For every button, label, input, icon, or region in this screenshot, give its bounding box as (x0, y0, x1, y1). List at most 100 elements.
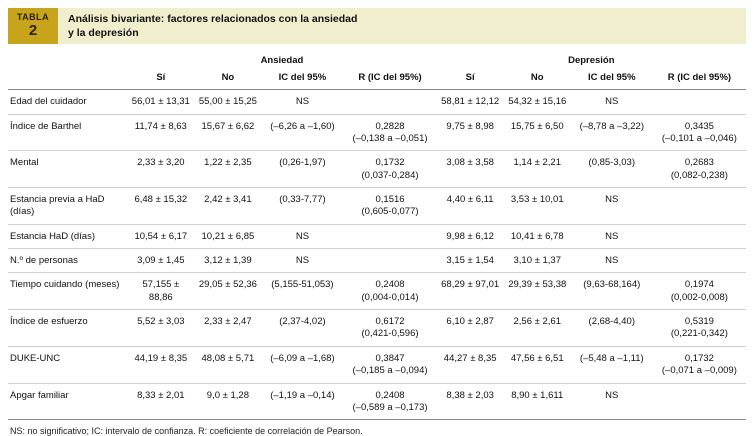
table-cell: 0,3847 (–0,185 a –0,094) (343, 346, 437, 384)
table-cell: 0,1516 (0,605-0,077) (343, 187, 437, 225)
column-header-si-depresion: Sí (436, 67, 504, 91)
table-cell: (–8,78 a –3,22) (570, 114, 653, 152)
column-header-r-depresion: R (IC del 95%) (652, 67, 746, 91)
table-cell: 0,2683 (0,082-0,238) (652, 150, 746, 189)
row-label: Índice de esfuerzo (8, 309, 128, 347)
table-cell: 0,6172 (0,421-0,596) (343, 309, 437, 347)
table-cell: (–5,48 a –1,11) (570, 346, 653, 384)
table-cell: 0,1732 (0,037-0,284) (343, 150, 437, 189)
table-cell: 11,74 ± 8,63 (127, 114, 195, 152)
column-header-si-ansiedad: Sí (127, 67, 195, 91)
table-cell: 1,22 ± 2,35 (194, 150, 262, 189)
table-cell: 2,42 ± 3,41 (194, 187, 262, 225)
table-cell: (9,63-68,164) (570, 272, 653, 311)
row-label: Estancia previa a HaD (días) (8, 187, 128, 225)
table-cell: 10,21 ± 6,85 (194, 224, 262, 250)
group-header-spacer (8, 47, 127, 67)
table-cell: 44,27 ± 8,35 (436, 346, 504, 384)
table-cell: NS (261, 248, 344, 274)
group-header-row: Ansiedad Depresión (8, 47, 746, 67)
table-cell: 58,81 ± 12,12 (436, 89, 504, 115)
table-cell (652, 89, 746, 115)
table-cell: 2,56 ± 2,61 (503, 309, 571, 347)
table-cell: 3,15 ± 1,54 (436, 248, 504, 274)
column-header-ic-ansiedad: IC del 95% (261, 67, 344, 91)
table-row: Apgar familiar 8,33 ± 2,01 9,0 ± 1,28 (–1,1… (8, 383, 746, 421)
table-cell: 15,67 ± 6,62 (194, 114, 262, 152)
table-row: N.º de personas 3,09 ± 1,45 3,12 ± 1,39 NS 3… (8, 248, 746, 274)
table-cell: 55,00 ± 15,25 (194, 89, 262, 115)
table-cell (343, 89, 437, 115)
table-cell: 2,33 ± 3,20 (127, 150, 195, 189)
column-header-ic-depresion: IC del 95% (570, 67, 653, 91)
table-tag-box: TABLA 2 (8, 8, 58, 45)
table-cell: 2,33 ± 2,47 (194, 309, 262, 347)
table-row: Estancia HaD (días) 10,54 ± 6,17 10,21 ± 6… (8, 224, 746, 250)
table-cell: NS (570, 383, 653, 421)
table-cell: 29,39 ± 53,38 (503, 272, 571, 311)
table-cell: 0,2408 (–0,589 a –0,173) (343, 383, 437, 421)
table-cell (652, 224, 746, 250)
row-label: Apgar familiar (8, 383, 128, 421)
table-cell: 8,38 ± 2,03 (436, 383, 504, 421)
row-label: N.º de personas (8, 248, 128, 274)
table-cell: 10,54 ± 6,17 (127, 224, 195, 250)
row-label: Estancia HaD (días) (8, 224, 128, 250)
table-cell: 15,75 ± 6,50 (503, 114, 571, 152)
table-cell: (2,68-4,40) (570, 309, 653, 347)
row-label: Tiempo cuidando (meses) (8, 272, 128, 311)
table-cell: NS (261, 89, 344, 115)
table-cell: 57,155 ± 88,86 (127, 272, 195, 311)
table-cell: 8,90 ± 1,611 (503, 383, 571, 421)
row-label: Edad del cuidador (8, 89, 128, 115)
table-cell: 0,3435 (–0,101 a –0,046) (652, 114, 746, 152)
table-cell: (–6,09 a –1,68) (261, 346, 344, 384)
table-cell: (0,33-7,77) (261, 187, 344, 225)
table-cell: (–1,19 a –0,14) (261, 383, 344, 421)
table-cell: 8,33 ± 2,01 (127, 383, 195, 421)
table-row: Índice de Barthel 11,74 ± 8,63 15,67 ± 6,6… (8, 114, 746, 152)
row-label: Mental (8, 150, 128, 189)
table-cell (652, 383, 746, 421)
group-header-depresion: Depresión (568, 55, 615, 67)
table-cell: 0,2408 (0,004-0,014) (343, 272, 437, 311)
table-cell: NS (570, 248, 653, 274)
group-header-ansiedad: Ansiedad (260, 55, 304, 67)
row-label: DUKE-UNC (8, 346, 128, 384)
table-cell: (0,85-3,03) (570, 150, 653, 189)
column-header-no-depresion: No (503, 67, 571, 91)
table-cell: (2,37-4,02) (261, 309, 344, 347)
table-cell: 9,0 ± 1,28 (194, 383, 262, 421)
table-row: Mental 2,33 ± 3,20 1,22 ± 2,35 (0,26-1,97) 0… (8, 150, 746, 189)
table-cell: 29,05 ± 52,36 (194, 272, 262, 311)
table-title-band: TABLA 2 Análisis bivariante: factores re… (8, 8, 746, 45)
table-number: 2 (28, 22, 38, 39)
table-cell: 0,1974 (0,002-0,008) (652, 272, 746, 311)
table-cell: 48,08 ± 5,71 (194, 346, 262, 384)
table-cell: 9,75 ± 8,98 (436, 114, 504, 152)
table-cell: 3,53 ± 10,01 (503, 187, 571, 225)
table-cell: 9,98 ± 6,12 (436, 224, 504, 250)
table-cell: 56,01 ± 13,31 (127, 89, 195, 115)
table-cell: 0,2828 (–0,138 a –0,051) (343, 114, 437, 152)
table-cell (652, 248, 746, 274)
table-cell: 3,12 ± 1,39 (194, 248, 262, 274)
table-row: Tiempo cuidando (meses) 57,155 ± 88,86 29,… (8, 272, 746, 311)
table-cell: 47,56 ± 6,51 (503, 346, 571, 384)
table-cell (343, 224, 437, 250)
column-header-no-ansiedad: No (194, 67, 262, 91)
table-cell: NS (570, 224, 653, 250)
table-cell: 4,40 ± 6,11 (436, 187, 504, 225)
table-row: Índice de esfuerzo 5,52 ± 3,03 2,33 ± 2,47… (8, 309, 746, 347)
table-row: Edad del cuidador 56,01 ± 13,31 55,00 ± 15… (8, 89, 746, 115)
table-cell: NS (570, 89, 653, 115)
table-row: Estancia previa a HaD (días) 6,48 ± 15,32… (8, 187, 746, 225)
table-cell: (–6,26 a –1,60) (261, 114, 344, 152)
table-cell: (5,155-51,053) (261, 272, 344, 311)
table-tag-label: TABLA (16, 12, 50, 22)
row-label: Índice de Barthel (8, 114, 128, 152)
table-footnote: NS: no significativo; IC: intervalo de c… (10, 426, 363, 436)
table-cell: 54,32 ± 15,16 (503, 89, 571, 115)
table-cell: 5,52 ± 3,03 (127, 309, 195, 347)
